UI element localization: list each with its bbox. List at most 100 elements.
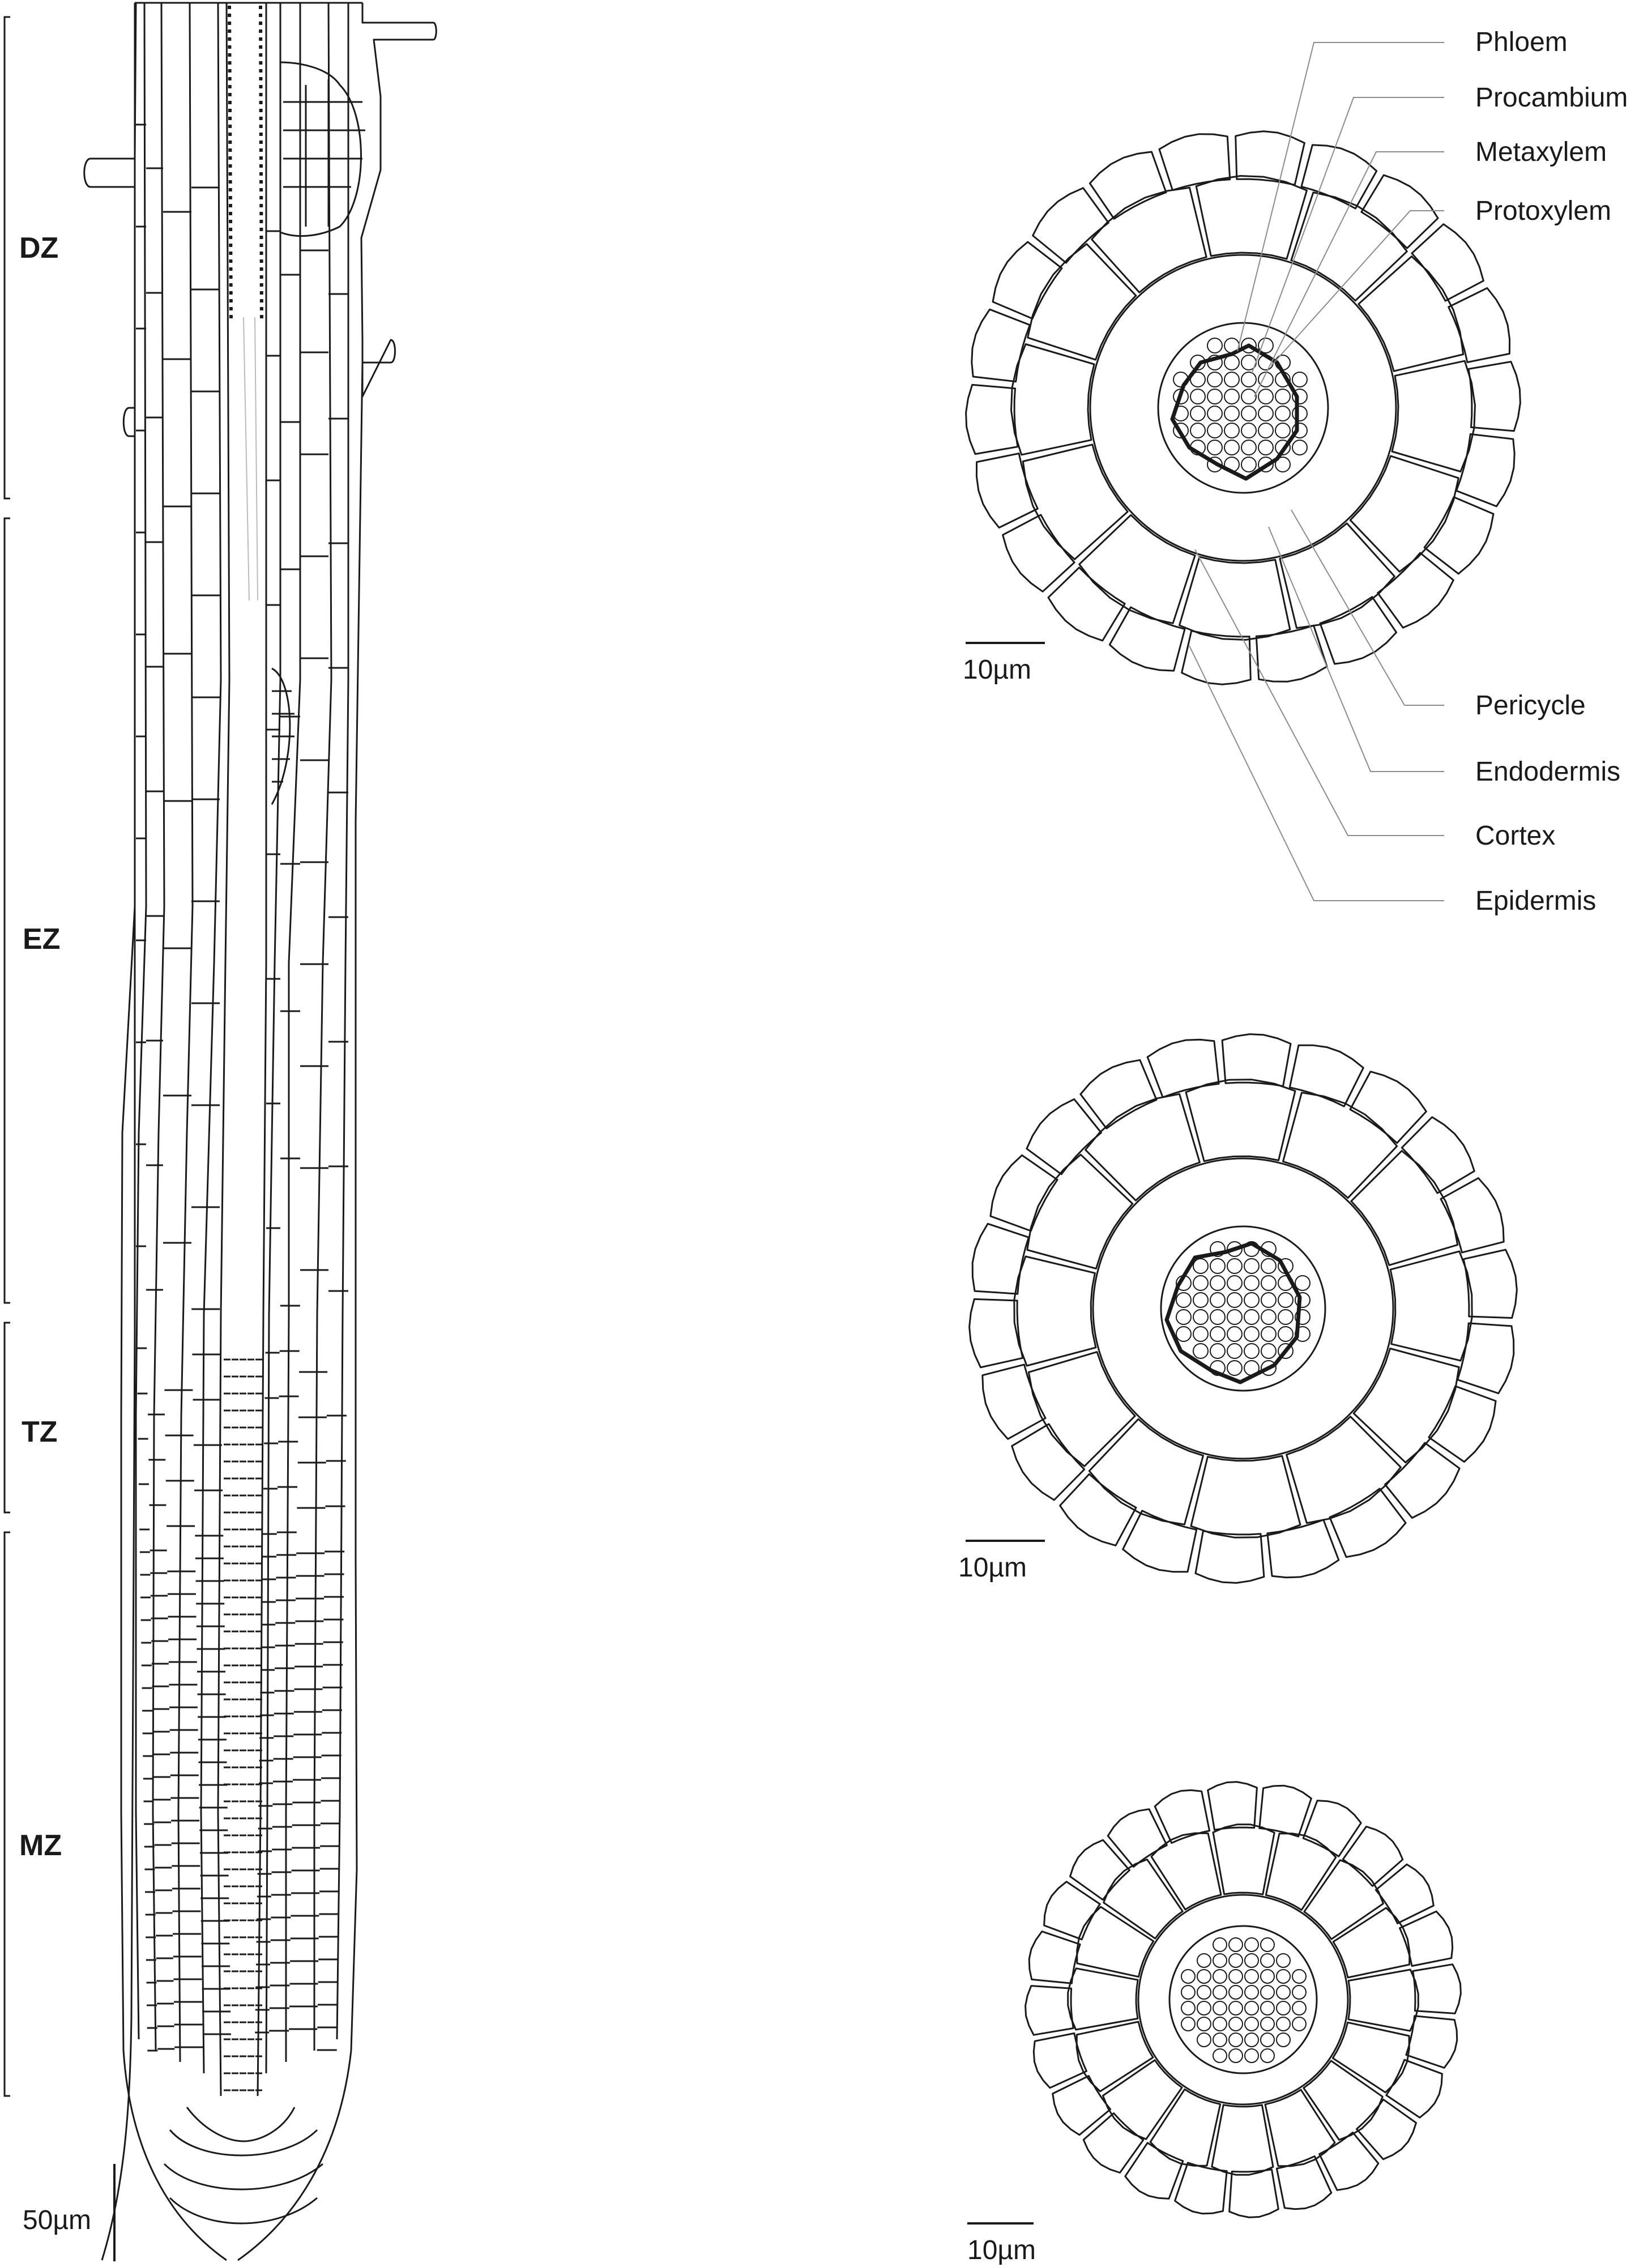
- xs3-stele-cell: [1181, 2017, 1196, 2031]
- xs1-stele-cell: [1190, 372, 1206, 387]
- xs2-stele-cell: [1176, 1292, 1192, 1308]
- xs2-stele-cell: [1278, 1292, 1294, 1308]
- zone-brackets: [3, 16, 10, 2097]
- xs3-stele-cell: [1292, 2017, 1307, 2031]
- xs2-epidermis-cell: [1349, 1071, 1427, 1144]
- xs1-cortex-cell: [1022, 444, 1129, 560]
- xs3-stele-cell: [1244, 1985, 1259, 2000]
- leader-cortex: [1194, 549, 1444, 836]
- dz-bracket: [3, 16, 10, 500]
- xs1-stele-cell: [1275, 389, 1291, 404]
- xs1-stele-cell: [1241, 389, 1257, 404]
- xs1-epidermis-cell: [975, 453, 1039, 529]
- xs2-cortex-cell: [1350, 1150, 1459, 1266]
- xs3-cortex-cell: [1076, 1906, 1155, 1978]
- xs1-epidermis-cell: [1448, 287, 1511, 363]
- xs2-stele-cell: [1193, 1292, 1209, 1308]
- xs3-epidermis-cell: [1032, 2032, 1087, 2089]
- xs3-stele-cell: [1260, 1969, 1275, 1984]
- ez-bracket: [3, 517, 10, 1304]
- xs2-stele-cell: [1261, 1292, 1277, 1308]
- xs1-stele-cell: [1207, 372, 1223, 387]
- xs3-stele-cell: [1276, 2001, 1291, 2015]
- xs1-phloem-ring: [1170, 343, 1299, 481]
- xs1-stele-cell: [1241, 372, 1257, 387]
- xs3-cortex-cell: [1303, 2060, 1384, 2141]
- xs2-stele-cell: [1210, 1258, 1226, 1274]
- xs2-stele-cell: [1210, 1309, 1226, 1325]
- xs1-cortex-cell: [1349, 455, 1459, 573]
- xs1-stele-cell: [1241, 338, 1257, 353]
- xs1-epidermis-cell: [1108, 606, 1186, 672]
- xs2-cortex-cell: [1389, 1250, 1473, 1362]
- xs2-stele-cell: [1210, 1343, 1226, 1359]
- xs1-stele-cell: [1207, 423, 1223, 438]
- longitudinal-root: [83, 2, 437, 2261]
- xs1-epidermis-cell: [1158, 133, 1231, 191]
- xs3-stele-cell: [1228, 1985, 1243, 2000]
- xs3-stele-cell: [1213, 2048, 1227, 2063]
- tz-bracket: [3, 1322, 10, 1514]
- xs3-cortex-cell: [1264, 2089, 1336, 2167]
- xs1-stele-cell: [1224, 423, 1240, 438]
- xs3-stele-cell: [1244, 1937, 1259, 1952]
- xs1-epidermis-cell: [1088, 151, 1167, 220]
- xs2-stele-cell: [1278, 1343, 1294, 1359]
- file-cortex-left-b: [177, 2, 194, 2063]
- xs1-epidermis-cell: [1032, 187, 1109, 264]
- xs1-epidermis-cell: [1319, 596, 1398, 665]
- xs2-epidermis-cell: [1059, 1473, 1137, 1546]
- xs1-epidermis-cells: [965, 130, 1521, 685]
- xs1-stele-cell: [1275, 440, 1291, 455]
- xs2-stele-cell: [1210, 1275, 1226, 1291]
- xs2-stele-cell: [1244, 1292, 1260, 1308]
- xs3-stele-cell: [1244, 2001, 1259, 2015]
- xs3-epidermis-cell: [1124, 2142, 1184, 2200]
- scale-bar-label: 10µm: [963, 655, 1031, 685]
- xs1-epidermis-cell: [1360, 174, 1439, 249]
- leader-epidermis: [1189, 645, 1444, 901]
- xs1-stele-cell: [1224, 372, 1240, 387]
- leader-pericycle: [1291, 509, 1444, 706]
- xs2-epidermis-cell: [1079, 1059, 1158, 1130]
- xs2-stele-cell: [1210, 1292, 1226, 1308]
- xs1-endodermis: [1089, 254, 1397, 562]
- xs2-stele-cell: [1193, 1275, 1209, 1291]
- xs3-stele-cell: [1292, 1969, 1307, 1984]
- xs3-cortex-cell: [1075, 2021, 1154, 2093]
- xs3-cortex-cell: [1067, 1967, 1139, 2031]
- xs3-epidermis-cell: [1318, 2131, 1380, 2191]
- xs3-stele-cell: [1276, 1985, 1291, 2000]
- xs3-stele-cell: [1276, 1953, 1291, 1968]
- xs3-stele-cell: [1197, 1969, 1211, 1984]
- xs3-epidermis-cell: [1412, 1963, 1462, 2014]
- xs3-stele-cell: [1260, 2032, 1275, 2047]
- xs2-stele-cell: [1227, 1258, 1243, 1274]
- xs2-pericycle: [1160, 1225, 1326, 1392]
- xs3-cortex-cell: [1265, 1833, 1337, 1911]
- file-stele-right: [257, 3, 267, 2096]
- xs1-stele-cell: [1292, 440, 1308, 455]
- scale-bar-label: 50µm: [23, 2205, 91, 2235]
- xs1-stele-cells: [1173, 338, 1308, 472]
- xs3-epidermis-cell: [1207, 1781, 1258, 1831]
- xs2-stele-cell: [1244, 1309, 1260, 1325]
- xs1-epidermis-cell: [992, 241, 1063, 319]
- cross-walls: [136, 123, 348, 2091]
- xs1-cortex-cell: [1179, 556, 1291, 641]
- xs1-stele-cell: [1207, 457, 1223, 472]
- xs2-epidermis-cell: [1329, 1488, 1407, 1558]
- xs1-stele-cell: [1207, 389, 1223, 404]
- xs1-cortex-cell: [1078, 514, 1196, 624]
- xs3-cortex-cell: [1149, 2088, 1222, 2167]
- xs1-stele-cell: [1190, 389, 1206, 404]
- xs1-stele-cell: [1292, 372, 1308, 387]
- leader-metaxylem: [1254, 151, 1444, 397]
- xs1-epidermis-cell: [1255, 624, 1328, 683]
- xs3-epidermis-cell: [1385, 2059, 1443, 2119]
- xs1-epidermis-cell: [1467, 361, 1521, 432]
- xs1-stele-cell: [1190, 423, 1206, 438]
- xs1-epidermis-cell: [1423, 496, 1495, 575]
- leader-protoxylem: [1271, 210, 1444, 366]
- leader-endodermis: [1268, 526, 1444, 772]
